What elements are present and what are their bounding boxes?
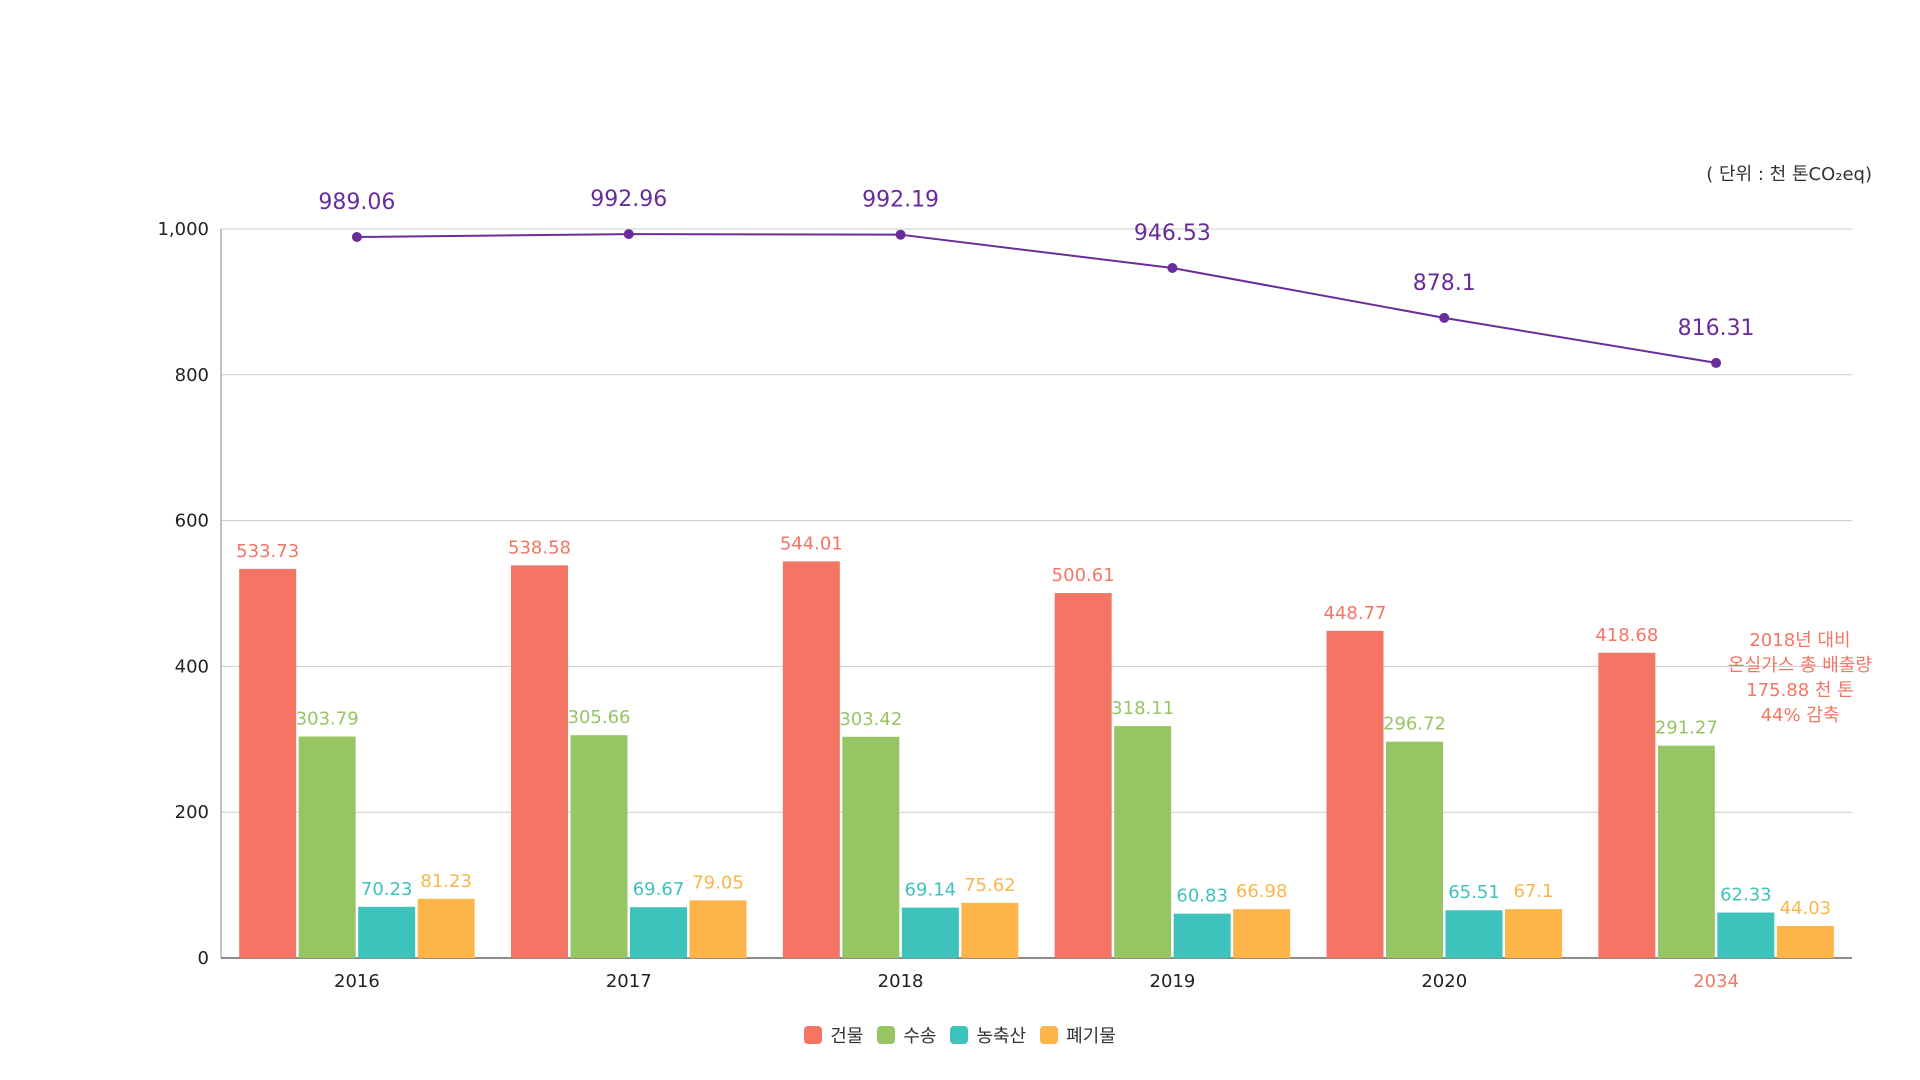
bar-data-label: 296.72: [1383, 714, 1446, 735]
legend-item-building: 건물: [804, 1022, 863, 1048]
legend-item-waste: 폐기물: [1040, 1022, 1116, 1048]
legend-item-transport: 수송: [877, 1022, 936, 1048]
legend-label-agriculture: 농축산: [976, 1026, 1027, 1047]
bar: [689, 900, 747, 958]
bar: [1598, 652, 1656, 958]
total-point: [1439, 312, 1450, 323]
bar: [842, 736, 900, 958]
bar-data-label: 544.01: [780, 533, 843, 554]
legend-item-agriculture: 농축산: [950, 1022, 1026, 1048]
total-data-label: 878.1: [1413, 271, 1476, 296]
bar-data-label: 79.05: [692, 872, 744, 893]
bar: [1054, 593, 1112, 958]
bar: [1386, 741, 1443, 958]
bar-data-label: 69.14: [905, 880, 957, 901]
bar-data-label: 303.79: [296, 709, 359, 730]
note-line-3: 175.88 천 톤: [1746, 680, 1854, 701]
bar: [417, 898, 475, 958]
bar: [1445, 910, 1503, 958]
bar: [1717, 912, 1775, 958]
bar: [511, 565, 568, 958]
bar-data-label: 305.66: [568, 707, 631, 728]
unit-label: ( 단위 : 천 톤CO₂eq): [1706, 164, 1872, 185]
bar-data-label: 81.23: [420, 871, 472, 892]
x-tick-label: 2016: [334, 971, 380, 992]
bar-data-label: 500.61: [1052, 565, 1115, 586]
y-tick-label: 600: [175, 511, 209, 532]
bar: [1505, 909, 1562, 958]
x-tick-label: 2018: [878, 971, 924, 992]
total-data-label: 992.96: [590, 187, 667, 212]
legend-swatch-waste: [1040, 1026, 1059, 1044]
bar-data-label: 303.42: [839, 709, 902, 730]
bar-data-label: 60.83: [1176, 886, 1228, 907]
y-tick-label: 1,000: [157, 219, 209, 240]
x-tick-label: 2017: [606, 971, 652, 992]
bar: [358, 906, 416, 958]
reduction-note: 2018년 대비 온실가스 총 배출량 175.88 천 톤 44% 감축: [1700, 628, 1900, 728]
total-point: [351, 231, 362, 242]
x-tick-label: 2020: [1421, 971, 1467, 992]
y-tick-label: 400: [175, 656, 209, 677]
bar: [1657, 745, 1715, 958]
bar: [1173, 913, 1231, 958]
total-point: [1167, 262, 1178, 273]
total-data-label: 946.53: [1134, 221, 1211, 246]
bar: [239, 568, 297, 958]
bar: [298, 736, 356, 958]
bar-data-label: 533.73: [236, 541, 299, 562]
bar-data-label: 44.03: [1780, 898, 1832, 919]
bar: [570, 735, 628, 958]
legend-swatch-agriculture: [950, 1026, 969, 1044]
total-point: [623, 229, 634, 240]
bar: [782, 561, 840, 958]
bar: [1233, 909, 1291, 958]
total-data-label: 992.19: [862, 188, 939, 213]
bar-data-label: 418.68: [1595, 625, 1658, 646]
bar-data-label: 538.58: [508, 537, 571, 558]
total-line: [356, 233, 1717, 364]
bar-data-label: 66.98: [1236, 881, 1288, 902]
total-point: [1711, 357, 1722, 368]
legend: 건물 수송 농축산 폐기물: [0, 1022, 1920, 1048]
bar: [961, 902, 1019, 958]
bar-data-label: 70.23: [361, 879, 413, 900]
y-tick-label: 200: [175, 802, 209, 823]
bar-data-label: 448.77: [1324, 603, 1387, 624]
total-data-label: 989.06: [318, 190, 395, 215]
legend-label-waste: 폐기물: [1066, 1026, 1116, 1047]
note-line-4: 44% 감축: [1760, 705, 1840, 726]
bar-data-label: 318.11: [1111, 698, 1174, 719]
note-line-1: 2018년 대비: [1749, 630, 1851, 651]
bar: [630, 907, 687, 958]
bar-data-label: 69.67: [633, 879, 685, 900]
bar-data-label: 65.51: [1448, 882, 1500, 903]
legend-label-building: 건물: [830, 1026, 864, 1047]
bar-data-label: 62.33: [1720, 885, 1772, 906]
x-tick-label: 2034: [1693, 971, 1739, 992]
y-tick-label: 800: [175, 365, 209, 386]
bar: [1776, 925, 1834, 958]
legend-swatch-transport: [877, 1026, 896, 1044]
note-line-2: 온실가스 총 배출량: [1728, 655, 1872, 676]
total-data-label: 816.31: [1678, 316, 1755, 341]
bar-data-label: 75.62: [964, 875, 1016, 896]
x-tick-label: 2019: [1150, 971, 1196, 992]
bar-data-label: 291.27: [1655, 718, 1718, 739]
total-point: [895, 229, 906, 240]
bar: [1326, 630, 1384, 958]
bar: [1114, 726, 1172, 958]
legend-label-transport: 수송: [903, 1026, 937, 1047]
bar: [901, 907, 959, 958]
y-tick-label: 0: [198, 948, 209, 969]
legend-swatch-building: [804, 1026, 823, 1044]
bar-data-label: 67.1: [1513, 881, 1553, 902]
